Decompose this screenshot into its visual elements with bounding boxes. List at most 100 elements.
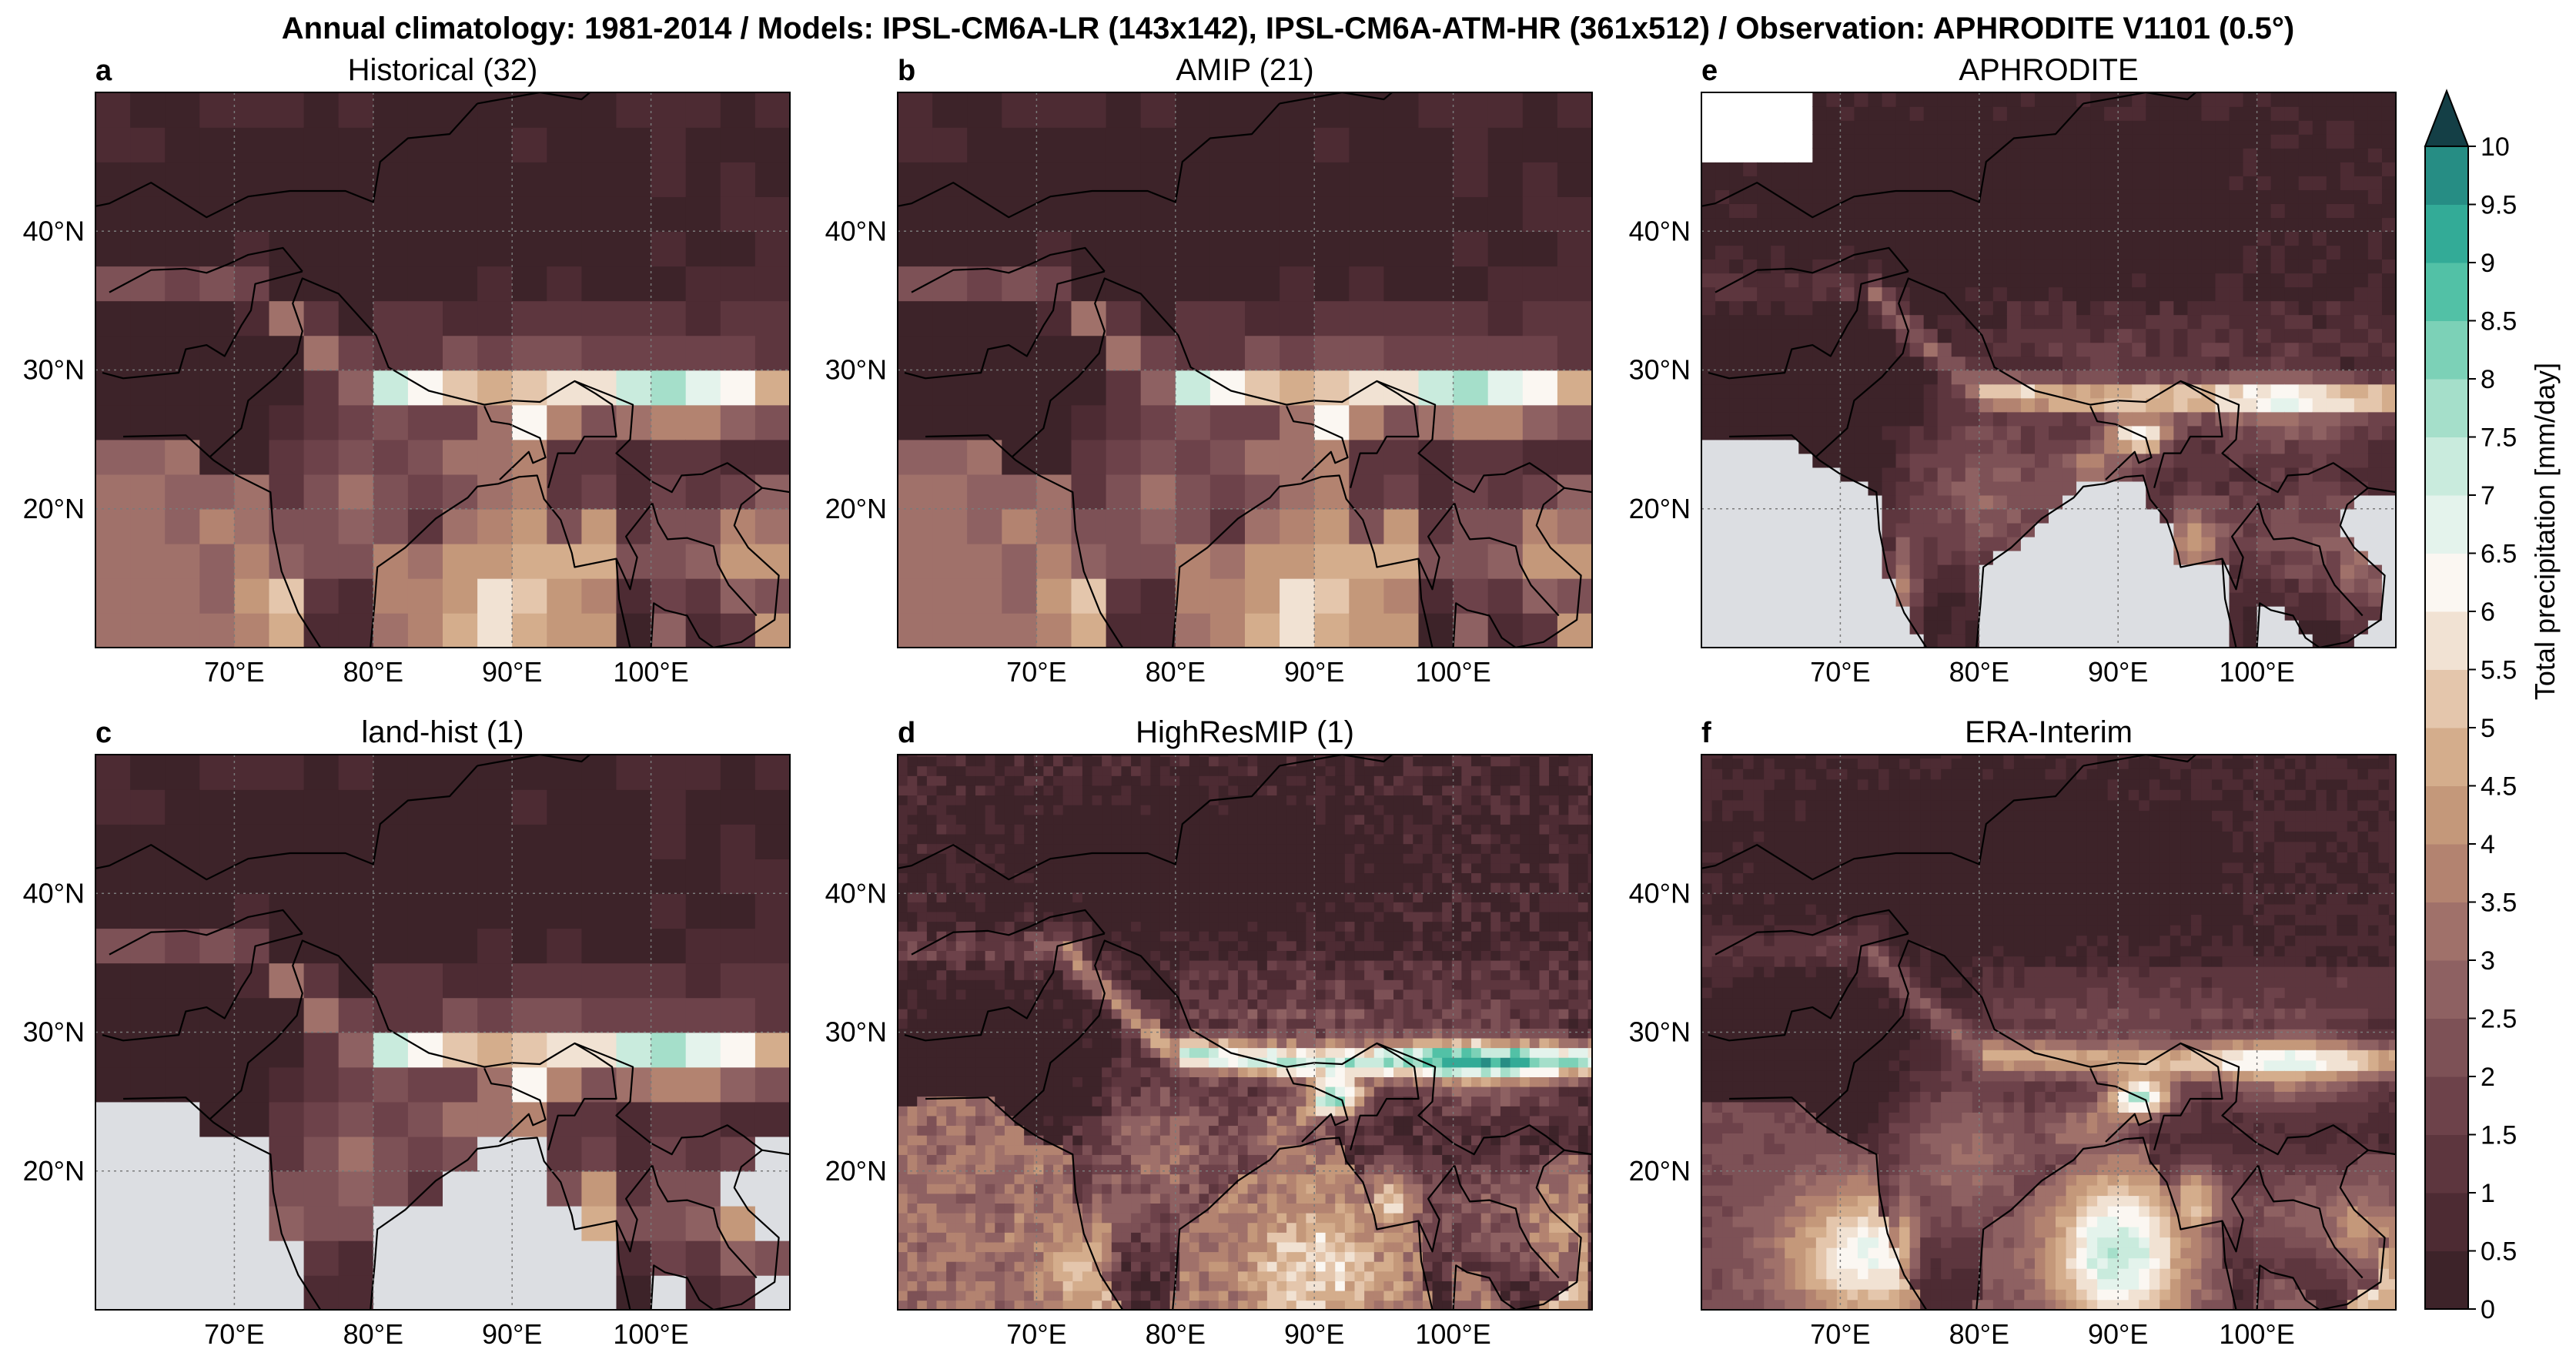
precip-cell — [269, 370, 305, 406]
precip-cell — [1121, 1066, 1132, 1077]
precip-cell — [1715, 619, 1730, 634]
precip-cell — [1937, 578, 1952, 593]
precip-cell — [2104, 162, 2119, 176]
precip-cell — [1951, 203, 1966, 219]
precip-cell — [1701, 536, 1716, 551]
precip-cell — [1785, 134, 1800, 149]
precip-cell — [1024, 1066, 1035, 1077]
precip-cell — [2020, 383, 2036, 399]
precip-cell — [407, 508, 443, 544]
precip-cell — [2354, 536, 2369, 551]
precip-cell — [477, 162, 513, 197]
precip-cell — [2326, 494, 2341, 510]
precip-cell — [955, 1281, 967, 1291]
precip-cell — [1033, 833, 1045, 845]
precip-cell — [1179, 785, 1190, 796]
precip-cell — [926, 1241, 938, 1253]
precip-cell — [1121, 814, 1132, 825]
precip-cell — [1715, 508, 1730, 524]
precip-cell — [1072, 755, 1083, 767]
precip-cell — [932, 612, 968, 648]
precip-cell — [2090, 176, 2105, 190]
precip-cell — [1062, 765, 1074, 776]
precip-cell — [1757, 314, 1771, 330]
precip-cell — [1992, 176, 2008, 190]
precip-cell — [2354, 259, 2369, 274]
precip-cell — [2118, 536, 2133, 551]
precip-cell — [1895, 425, 1911, 440]
precip-cell — [2340, 439, 2355, 454]
precip-cell — [754, 859, 790, 895]
precip-cell — [1199, 872, 1209, 883]
precip-cell — [2201, 370, 2216, 385]
precip-cell — [2049, 536, 2063, 551]
precip-cell — [1179, 1115, 1190, 1127]
precip-cell — [1937, 106, 1952, 121]
precip-cell — [2062, 508, 2077, 524]
precip-cell — [1923, 578, 1939, 593]
precip-cell — [1715, 120, 1730, 135]
precip-cell — [1082, 1271, 1093, 1281]
precip-cell — [2201, 120, 2216, 135]
precip-cell — [1199, 1290, 1209, 1301]
precip-cell — [1743, 633, 1758, 648]
precip-cell — [1882, 106, 1897, 121]
precip-cell — [2312, 328, 2327, 343]
precip-cell — [1951, 591, 1966, 607]
precip-cell — [1771, 508, 1786, 524]
precip-cell — [1715, 189, 1730, 204]
precip-cell — [1082, 1212, 1093, 1224]
precip-cell — [1882, 605, 1897, 621]
precip-cell — [1043, 1056, 1054, 1068]
precip-cell — [1757, 453, 1771, 468]
precip-cell — [2354, 522, 2369, 537]
precip-cell — [946, 950, 957, 961]
precip-cell — [95, 439, 131, 475]
precip-cell — [926, 940, 938, 951]
precip-cell — [1036, 162, 1072, 197]
precip-cell — [985, 795, 996, 805]
precip-cell — [1199, 1183, 1209, 1194]
precip-cell — [1522, 92, 1558, 128]
precip-cell — [946, 852, 957, 864]
precip-cell — [754, 578, 790, 614]
precip-cell — [1992, 508, 2008, 524]
precip-cell — [917, 1251, 928, 1262]
precip-cell — [1909, 203, 1925, 219]
precip-cell — [1854, 120, 1869, 135]
precip-cell — [1121, 1212, 1132, 1224]
precip-cell — [1771, 203, 1786, 219]
precip-cell — [1189, 1134, 1200, 1146]
precip-cell — [303, 127, 340, 162]
precip-cell — [2034, 383, 2049, 399]
precip-cell — [2354, 453, 2369, 468]
precip-cell — [199, 162, 236, 197]
precip-cell — [2312, 259, 2327, 274]
precip-cell — [2187, 106, 2203, 121]
precip-cell — [2257, 162, 2272, 176]
precip-cell — [975, 1154, 986, 1165]
precip-cell — [1909, 148, 1925, 162]
precip-cell — [1179, 921, 1190, 932]
precip-cell — [1965, 578, 1980, 593]
precip-cell — [2062, 356, 2077, 371]
precip-cell — [581, 266, 617, 302]
precip-cell — [975, 1281, 986, 1291]
precip-cell — [2326, 300, 2341, 316]
precip-cell — [1992, 494, 2008, 510]
precip-cell — [338, 196, 374, 233]
precip-cell — [1909, 134, 1925, 149]
precip-cell — [917, 862, 928, 874]
precip-cell — [1209, 1281, 1219, 1291]
precip-cell — [1082, 1086, 1093, 1097]
precip-cell — [2187, 633, 2203, 648]
precip-cell — [1121, 950, 1132, 961]
precip-cell — [1062, 843, 1074, 854]
precip-cell — [1082, 843, 1093, 854]
precip-cell — [1121, 1008, 1132, 1019]
precip-cell — [1004, 862, 1015, 874]
precip-cell — [936, 959, 947, 971]
precip-cell — [965, 843, 976, 854]
precip-cell — [1992, 217, 2008, 233]
precip-cell — [2090, 286, 2105, 302]
